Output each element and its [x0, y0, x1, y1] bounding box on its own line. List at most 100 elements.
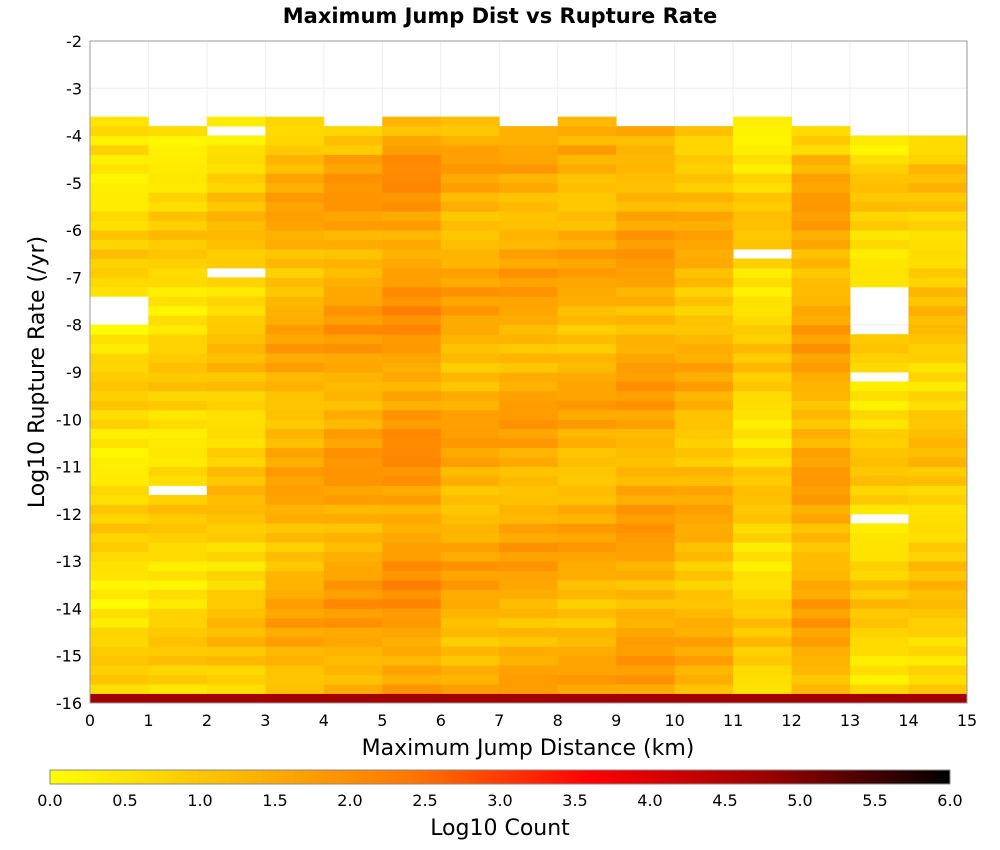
heatmap-cell	[850, 580, 909, 590]
heatmap-cell	[148, 438, 208, 449]
heatmap-cell	[382, 230, 442, 240]
heatmap-cell	[90, 665, 149, 676]
heatmap-cell	[791, 173, 851, 184]
heatmap-cell	[674, 570, 734, 581]
colorbar	[49, 769, 951, 785]
heatmap-cell	[908, 201, 968, 212]
heatmap-cell	[148, 201, 208, 212]
heatmap-cell	[440, 116, 500, 127]
heatmap-cell	[323, 428, 383, 439]
heatmap-cell	[440, 145, 500, 155]
heatmap-cell	[90, 504, 149, 515]
heatmap-cell	[440, 494, 500, 505]
heatmap-cell	[850, 343, 909, 354]
heatmap-cell	[908, 504, 968, 515]
heatmap-cell	[206, 476, 266, 486]
heatmap-cell	[440, 173, 500, 184]
heatmap-cell	[206, 409, 266, 420]
heatmap-cell	[148, 542, 208, 553]
heatmap-cell	[733, 182, 792, 193]
heatmap-cell	[557, 258, 617, 269]
heatmap-cell	[265, 580, 325, 590]
heatmap-cell	[791, 551, 851, 562]
heatmap-cell	[265, 126, 325, 136]
heatmap-cell	[908, 636, 968, 647]
heatmap-cell	[323, 315, 383, 326]
heatmap-cell	[499, 476, 559, 486]
heatmap-cell	[908, 665, 968, 676]
heatmap-cell	[323, 476, 383, 486]
heatmap-cell	[674, 447, 734, 458]
heatmap-cell	[908, 684, 968, 694]
heatmap-cell	[791, 163, 851, 174]
heatmap-cell	[90, 419, 149, 430]
x-tick-label: 11	[723, 711, 743, 730]
heatmap-cell	[674, 438, 734, 449]
heatmap-cell	[265, 116, 325, 127]
heatmap-cell	[90, 249, 149, 259]
heatmap-cell	[148, 211, 208, 222]
heatmap-cell	[850, 267, 909, 278]
heatmap-cell	[557, 296, 617, 307]
colorbar-ticks: 0.0 0.5 1.0 1.5 2.0 2.5 3.0 3.5 4.0 4.5 5.0 5.5 6.0	[37, 791, 962, 810]
heatmap-cell	[908, 466, 968, 477]
heatmap-cell	[791, 476, 851, 486]
heatmap-cell	[616, 324, 676, 335]
heatmap-cell	[850, 239, 909, 250]
heatmap-cell	[440, 617, 500, 628]
heatmap-cell	[206, 598, 266, 609]
heatmap-cell	[733, 145, 792, 155]
heatmap-cell	[674, 145, 734, 155]
heatmap-cell	[908, 523, 968, 534]
heatmap-cell	[90, 362, 149, 373]
heatmap-cell	[908, 400, 968, 411]
heatmap-cell	[90, 542, 149, 553]
heatmap-cell	[440, 315, 500, 326]
heatmap-cell	[557, 494, 617, 505]
heatmap-cell	[733, 617, 792, 628]
heatmap-cell	[557, 182, 617, 193]
heatmap-cell	[616, 201, 676, 212]
heatmap-cell	[674, 277, 734, 288]
heatmap-cell	[557, 674, 617, 685]
heatmap-cell	[733, 239, 792, 250]
heatmap-cell	[791, 220, 851, 231]
heatmap-cell	[382, 211, 442, 222]
heatmap-cell	[557, 684, 617, 694]
heatmap-cell	[90, 211, 149, 222]
heatmap-cell	[148, 419, 208, 430]
heatmap-cell	[616, 409, 676, 420]
heatmap-cell	[382, 494, 442, 505]
heatmap-cell	[791, 286, 851, 297]
heatmap-cell	[616, 192, 676, 203]
heatmap-cell	[382, 220, 442, 231]
heatmap-cell	[850, 551, 909, 562]
heatmap-cell	[206, 542, 266, 553]
heatmap-cell	[265, 315, 325, 326]
heatmap-cell	[148, 145, 208, 155]
heatmap-cell	[791, 419, 851, 430]
heatmap-cell	[206, 580, 266, 590]
heatmap-cell	[733, 305, 792, 316]
heatmap-cell	[90, 372, 149, 382]
heatmap-cell	[674, 428, 734, 439]
heatmap-cell	[674, 523, 734, 534]
heatmap-cell	[440, 192, 500, 203]
y-tick-label: -9	[66, 363, 82, 382]
heatmap-cell	[674, 693, 734, 704]
heatmap-cell	[674, 267, 734, 278]
heatmap-cell	[323, 627, 383, 638]
heatmap-cell	[440, 409, 500, 420]
heatmap-cell	[616, 617, 676, 628]
heatmap-cell	[908, 381, 968, 392]
chart-title: Maximum Jump Dist vs Rupture Rate	[283, 4, 717, 28]
heatmap-cell	[616, 230, 676, 240]
heatmap-cell	[616, 362, 676, 373]
heatmap-cell	[850, 598, 909, 609]
heatmap-cell	[674, 126, 734, 136]
heatmap-cell	[206, 608, 266, 619]
heatmap-cell	[206, 570, 266, 581]
heatmap-cell	[323, 163, 383, 174]
heatmap-cell	[616, 163, 676, 174]
heatmap-cell	[908, 476, 968, 486]
